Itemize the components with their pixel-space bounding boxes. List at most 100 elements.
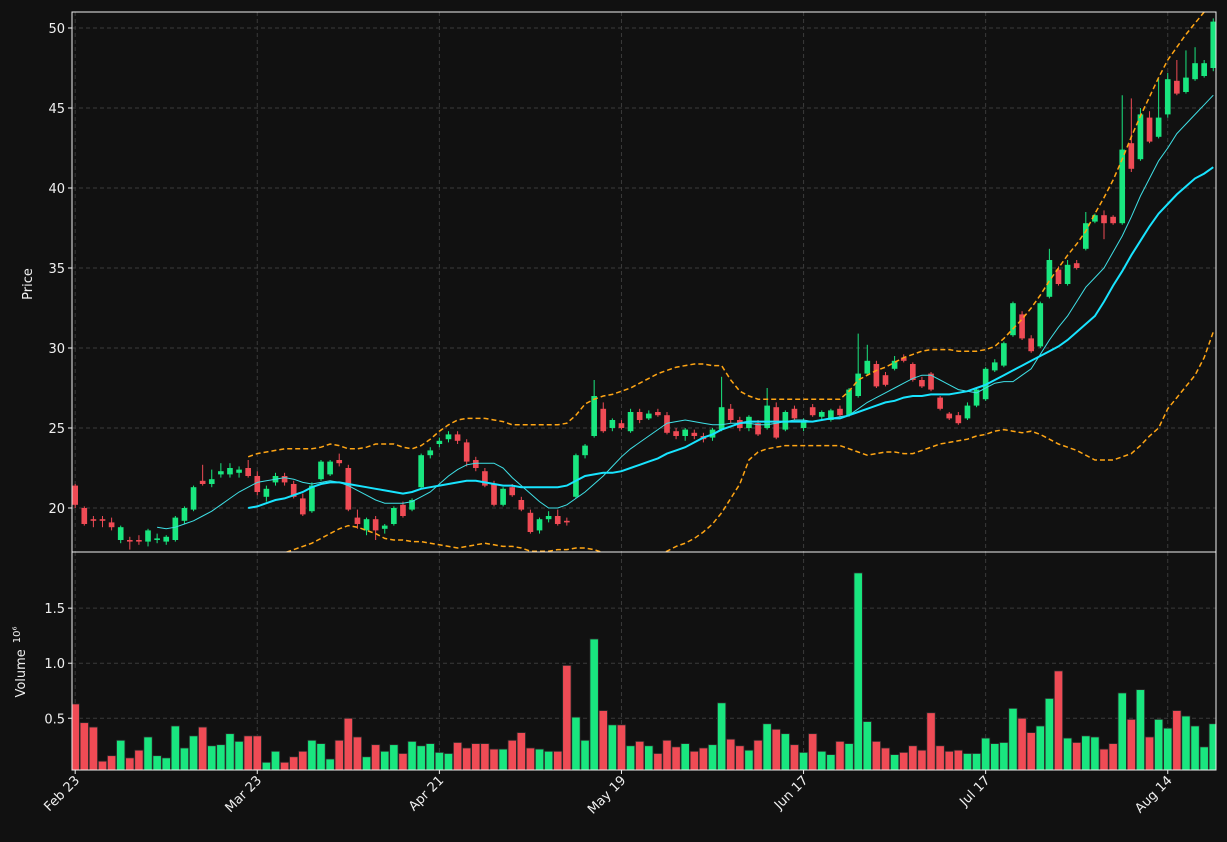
candle-body	[290, 484, 297, 497]
candle-body	[573, 455, 579, 497]
volume-bar	[325, 758, 335, 770]
candle-body	[673, 431, 679, 436]
candle-body	[900, 357, 907, 361]
candle-body	[1037, 303, 1044, 347]
candle-body	[1210, 21, 1216, 69]
volume-bar	[953, 749, 963, 770]
candle-body	[1119, 149, 1126, 224]
candle-body	[718, 407, 725, 430]
indicator-line	[247, 12, 1206, 458]
candle-body	[1001, 343, 1007, 366]
candle-body	[636, 412, 643, 420]
volume-bar	[589, 638, 599, 770]
candle-body	[1174, 80, 1180, 94]
volume-bar	[352, 736, 363, 770]
volume-bar	[198, 726, 208, 770]
volume-label-text: Volume	[14, 649, 29, 697]
candle-body	[245, 468, 251, 476]
volume-bar	[1108, 743, 1118, 770]
candle-body	[1055, 269, 1062, 284]
candle-body	[518, 500, 525, 510]
volume-bar	[844, 743, 854, 770]
volume-bar	[179, 747, 190, 770]
volume-bar	[562, 665, 572, 770]
candle-body	[1028, 338, 1034, 352]
candle-body	[418, 455, 424, 488]
volume-bar	[334, 739, 344, 770]
candle-body	[1183, 77, 1189, 92]
volume-bar	[452, 742, 463, 770]
candle-body	[1128, 143, 1135, 169]
volume-bar	[498, 748, 508, 770]
volume-bar	[380, 750, 390, 770]
candle-body	[755, 423, 761, 435]
volume-bar	[316, 743, 326, 770]
volume-bar	[125, 757, 135, 770]
volume-bar	[1053, 670, 1064, 770]
candle-body	[491, 484, 497, 505]
volume-bar	[443, 753, 454, 770]
volume-bar	[717, 702, 727, 770]
volume-bar	[416, 745, 426, 770]
candle-body	[136, 540, 142, 542]
volume-bar	[1099, 748, 1109, 770]
candle-body	[372, 519, 379, 531]
volume-bar	[170, 725, 180, 770]
candle-body	[163, 536, 170, 542]
volume-bar	[580, 739, 590, 770]
volume-bar	[789, 744, 800, 770]
candle-body	[1064, 264, 1071, 284]
candle-body	[946, 413, 953, 419]
volume-bar	[1126, 718, 1136, 770]
volume-bar	[971, 753, 982, 770]
volume-bar	[298, 750, 308, 770]
indicator-line	[157, 94, 1214, 530]
candle-body	[527, 512, 534, 532]
volume-bar	[462, 747, 472, 770]
candle-body	[400, 504, 406, 516]
volume-bar	[944, 750, 954, 770]
candle-body	[318, 461, 324, 480]
candle-body	[391, 508, 397, 524]
candle-body	[1137, 114, 1144, 160]
candle-body	[454, 434, 461, 441]
volume-bar	[707, 744, 718, 770]
candle-body	[1146, 117, 1153, 142]
candle-body	[409, 500, 415, 510]
volume-bar	[871, 740, 881, 770]
volume-bar	[389, 744, 399, 770]
volume-bar	[607, 724, 617, 770]
candle-body	[463, 442, 470, 462]
volume-bar	[880, 747, 891, 770]
candle-body	[609, 420, 616, 428]
candle-body	[381, 525, 388, 529]
candle-body	[1110, 216, 1116, 224]
volume-bar	[1163, 727, 1173, 770]
volume-bar	[1044, 698, 1054, 770]
volume-bar	[280, 761, 290, 770]
candle-body	[600, 408, 607, 432]
y-tick-label: 30	[48, 342, 65, 357]
volume-bar	[635, 740, 645, 770]
candle-body	[627, 412, 634, 432]
y-tick-label: 40	[48, 182, 65, 197]
candle-body	[363, 519, 370, 531]
candle-body	[837, 408, 843, 416]
volume-bar	[853, 572, 863, 770]
volume-bar	[780, 733, 790, 770]
volume-bar	[152, 755, 162, 770]
volume-bar	[1063, 737, 1073, 770]
candle-body	[236, 469, 242, 473]
volume-bar	[616, 724, 627, 770]
volume-bar	[371, 744, 381, 770]
volume-bar	[534, 748, 545, 770]
candle-body	[828, 410, 834, 420]
volume-bar	[689, 750, 699, 770]
volume-bar	[680, 743, 690, 770]
volume-bar	[890, 754, 900, 770]
candle-body	[190, 487, 197, 510]
candle-body	[327, 461, 333, 475]
volume-bar	[999, 742, 1009, 770]
volume-bar	[553, 750, 563, 770]
candle-body	[1046, 260, 1053, 297]
